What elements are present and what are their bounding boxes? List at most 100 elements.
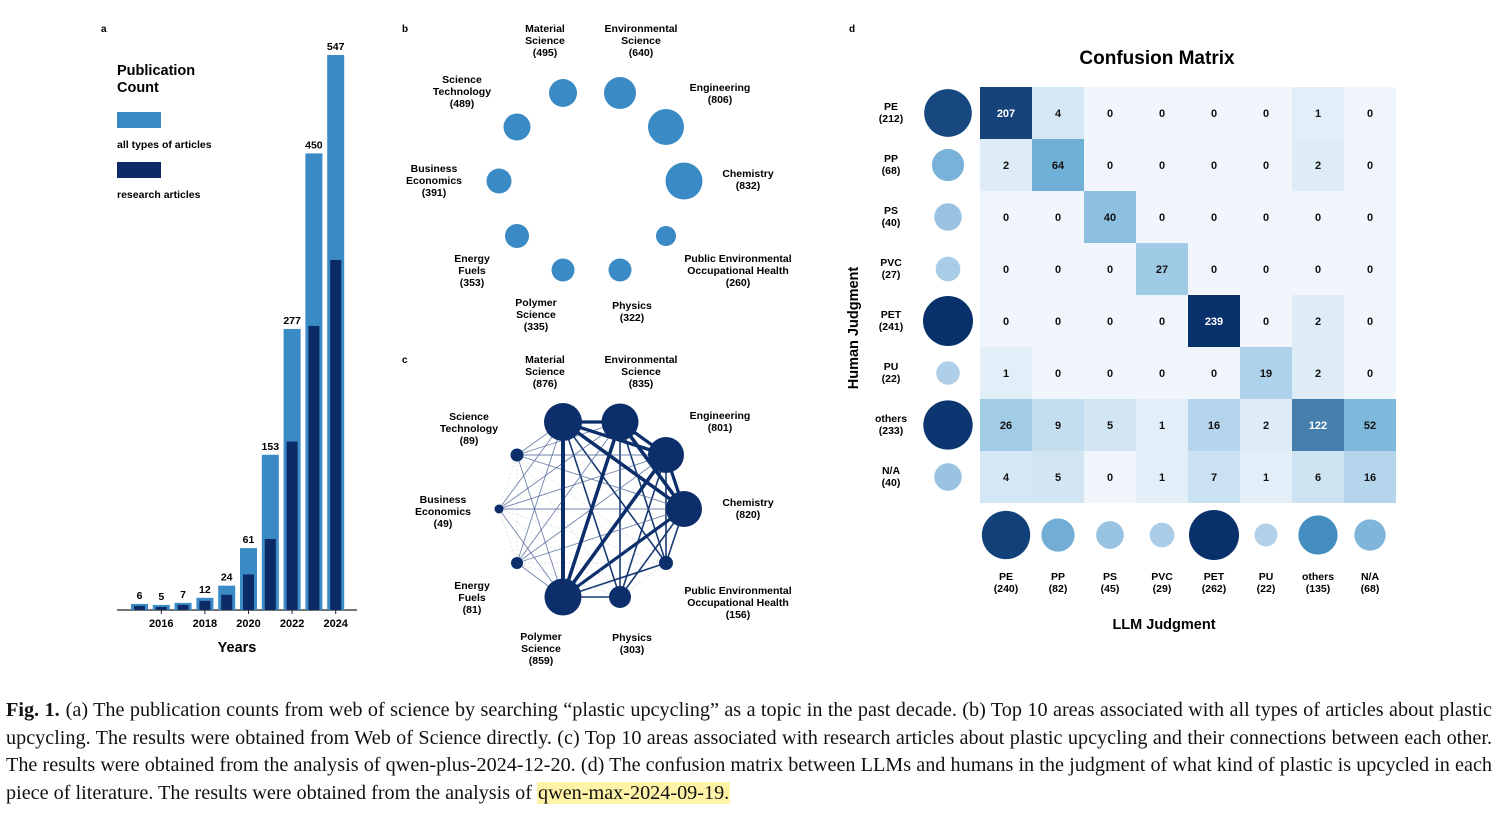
matrix-cell (1084, 191, 1136, 243)
bar-data-label: 7 (180, 589, 186, 601)
network-node-label: Environmental Science (835) (605, 354, 678, 390)
network-node (659, 556, 673, 570)
matrix-cell (1136, 451, 1188, 503)
matrix-cell (1084, 295, 1136, 347)
matrix-cell-value: 0 (1367, 160, 1373, 172)
row-label: N/A (40) (882, 465, 901, 489)
network-edge (498, 508, 621, 598)
matrix-cell (1292, 451, 1344, 503)
matrix-cell-value: 1 (1159, 420, 1165, 432)
matrix-cell-value: 0 (1367, 264, 1373, 276)
area-node-label: Material Science (495) (525, 23, 565, 59)
row-label: PU (22) (882, 361, 901, 385)
area-node (608, 258, 632, 282)
x-tick-label: 2022 (280, 618, 304, 630)
matrix-cell-value: 0 (1159, 316, 1165, 328)
network-node (601, 403, 639, 441)
matrix-cell-value: 0 (1107, 264, 1113, 276)
network-node-label: Science Technology (89) (440, 411, 498, 447)
col-total-bubble (1189, 510, 1239, 560)
area-node (604, 77, 636, 109)
bar-data-label: 61 (243, 534, 255, 546)
matrix-cell (1136, 399, 1188, 451)
matrix-cell-value: 0 (1211, 368, 1217, 380)
row-total-bubble (931, 148, 965, 182)
area-node-label: Polymer Science (335) (515, 297, 556, 333)
matrix-cell (1292, 191, 1344, 243)
panel-b-bubble-ring: Material Science (495) Environmental Science… (406, 23, 792, 333)
row-total-bubble (924, 89, 972, 137)
row-label: PET (241) (879, 309, 904, 333)
col-total-bubble (981, 510, 1031, 560)
matrix-cell (1344, 347, 1396, 399)
col-label: PS (45) (1101, 571, 1120, 595)
matrix-cell (1292, 87, 1344, 139)
matrix-cell (1344, 399, 1396, 451)
matrix-cell-value: 0 (1263, 160, 1269, 172)
matrix-cell (1188, 243, 1240, 295)
network-edge (516, 508, 685, 564)
matrix-cell (1084, 139, 1136, 191)
matrix-cell-value: 64 (1052, 160, 1065, 172)
network-edge-strong (561, 453, 668, 599)
x-axis-label: LLM Judgment (1112, 617, 1215, 633)
network-node-label: Business Economics (49) (415, 494, 471, 530)
col-total-bubble (1298, 515, 1338, 555)
legend-swatch (117, 162, 161, 178)
matrix-cell-value: 0 (1211, 160, 1217, 172)
matrix-cell-value: 0 (1211, 212, 1217, 224)
network-edge (562, 507, 685, 599)
matrix-cell-value: 0 (1211, 264, 1217, 276)
network-node-label: Engineering (801) (690, 410, 751, 434)
area-node-label: Engineering (806) (690, 82, 751, 106)
matrix-cell-value: 0 (1003, 212, 1009, 224)
matrix-cell (1292, 399, 1344, 451)
matrix-cell-value: 0 (1159, 108, 1165, 120)
area-node-label: Physics (322) (612, 300, 652, 324)
figure-caption: Fig. 1. (a) The publication counts from w… (6, 697, 1492, 807)
bar-data-label: 277 (283, 315, 301, 327)
area-node (486, 168, 512, 194)
area-node (551, 258, 575, 282)
matrix-cell-value: 0 (1107, 368, 1113, 380)
col-label: PET (262) (1202, 571, 1227, 595)
col-label: PU (22) (1257, 571, 1276, 595)
bar-data-label: 450 (305, 139, 323, 151)
area-node-label: Business Economics (391) (406, 163, 462, 199)
network-edge (619, 454, 667, 598)
matrix-cell (1136, 295, 1188, 347)
network-edge (516, 421, 564, 564)
panel-label-c: c (402, 355, 408, 366)
matrix-cell (1240, 451, 1292, 503)
area-node (505, 224, 529, 248)
network-node-label: Material Science (876) (525, 354, 565, 390)
matrix-cell-value: 6 (1315, 472, 1321, 484)
matrix-cell (1136, 191, 1188, 243)
bar-research (286, 441, 298, 610)
matrix-cell (1136, 347, 1188, 399)
area-node (665, 162, 703, 200)
matrix-cell-value: 4 (1003, 472, 1010, 484)
matrix-cell (1188, 139, 1240, 191)
network-node-label: Energy Fuels (81) (454, 580, 490, 616)
x-axis-label: Years (218, 640, 257, 656)
network-edge (498, 508, 667, 564)
col-total-bubble (1041, 518, 1075, 552)
matrix-cell-value: 9 (1055, 420, 1061, 432)
matrix-cell (1344, 139, 1396, 191)
col-total-bubble (1096, 521, 1124, 549)
network-edge-strong (561, 420, 686, 511)
area-node-label: Public Environmental Occupational Health(… (684, 253, 791, 289)
matrix-cell-value: 52 (1364, 420, 1376, 432)
bar-research (330, 259, 342, 610)
legend-label: all types of articles (117, 139, 212, 151)
matrix-cell (1084, 451, 1136, 503)
col-total-bubble (1354, 519, 1386, 551)
matrix-cell (1240, 191, 1292, 243)
row-label: PVC (27) (880, 257, 902, 281)
bar-research (177, 604, 189, 610)
matrix-cell (1344, 191, 1396, 243)
col-total-bubble (1149, 522, 1175, 548)
network-edge (498, 508, 518, 564)
matrix-cell (1032, 191, 1084, 243)
